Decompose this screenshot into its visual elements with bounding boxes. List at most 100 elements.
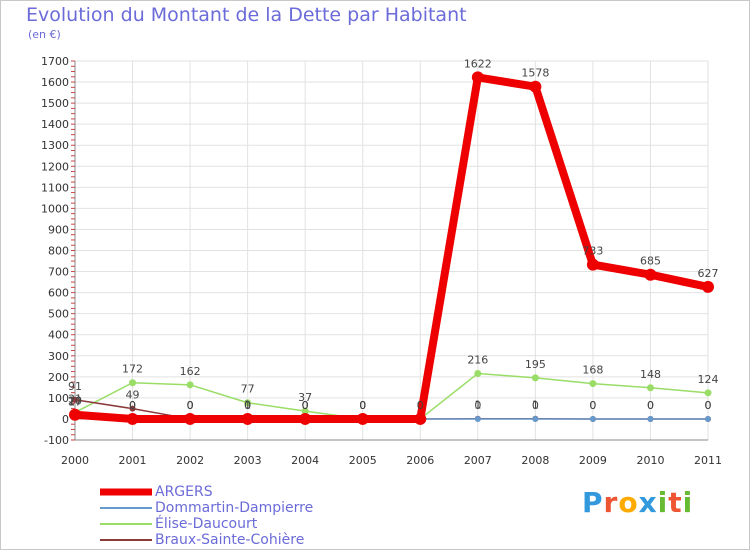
- data-point-braux-sainte-cohiere: [129, 405, 136, 412]
- data-label-braux-sainte-cohiere: 1: [474, 399, 481, 412]
- x-tick-label: 2000: [61, 454, 89, 467]
- data-label-elise-daucourt: 124: [698, 373, 719, 386]
- data-label-argers: 627: [698, 267, 719, 280]
- y-tick-label: 1000: [41, 202, 69, 215]
- data-label-dommartin-dampierre: 0: [532, 399, 539, 412]
- data-label-braux-sainte-cohiere: 1: [244, 399, 251, 412]
- data-point-elise-daucourt: [301, 407, 309, 415]
- data-point-argers: [184, 412, 197, 425]
- data-label-argers: 733: [582, 245, 603, 258]
- data-label-argers: 1578: [521, 67, 549, 80]
- data-label-elise-daucourt: 148: [640, 368, 661, 381]
- data-label-dommartin-dampierre: 0: [302, 399, 309, 412]
- data-label-argers: 0: [187, 399, 194, 412]
- data-point-argers: [702, 280, 714, 293]
- x-tick-label: 2002: [176, 454, 204, 467]
- data-label-dommartin-dampierre: 0: [244, 399, 251, 412]
- data-label-braux-sainte-cohiere: 0: [705, 399, 712, 412]
- x-tick-label: 2001: [119, 454, 147, 467]
- data-label-argers: 0: [302, 399, 309, 412]
- chart-subtitle: (en €): [28, 28, 61, 41]
- y-tick-label: 1100: [41, 181, 69, 194]
- x-tick-label: 2006: [406, 454, 434, 467]
- legend-label-braux: Braux-Sainte-Cohière: [155, 532, 305, 548]
- data-point-argers: [586, 258, 599, 271]
- x-tick-label: 2005: [349, 454, 377, 467]
- data-point-elise-daucourt: [531, 374, 539, 382]
- y-tick-label: 500: [48, 308, 69, 321]
- data-label-braux-sainte-cohiere: 49: [126, 389, 140, 402]
- data-label-braux-sainte-cohiere: 0: [589, 399, 596, 412]
- data-point-elise-daucourt: [244, 399, 252, 407]
- legend-label-dommartin: Dommartin-Dampierre: [155, 500, 314, 516]
- data-label-dommartin-dampierre: 0: [359, 399, 366, 412]
- data-point-dommartin-dampierre: [589, 415, 596, 422]
- proxiti-logo: Proxiti: [582, 486, 694, 519]
- data-label-dommartin-dampierre: 0: [187, 399, 194, 412]
- y-tick-label: 700: [48, 266, 69, 279]
- y-tick-label: 0: [62, 413, 69, 426]
- data-label-elise-daucourt: 168: [582, 364, 603, 377]
- x-tick-label: 2011: [694, 454, 722, 467]
- data-point-dommartin-dampierre: [532, 415, 539, 422]
- data-point-argers: [241, 412, 254, 425]
- data-point-argers: [644, 268, 657, 281]
- data-point-dommartin-dampierre: [705, 415, 711, 422]
- series-line-argers: [71, 73, 712, 423]
- data-label-argers: 0: [417, 399, 424, 412]
- legend-label-elise: Élise-Daucourt: [155, 516, 258, 532]
- y-tick-label: 1500: [41, 97, 69, 110]
- data-label-elise-daucourt: 77: [241, 383, 255, 396]
- x-tick-label: 2010: [636, 454, 664, 467]
- data-point-argers: [299, 412, 312, 425]
- data-label-elise-daucourt: 195: [525, 358, 546, 371]
- y-tick-label: 1600: [41, 76, 69, 89]
- y-tick-label: 1700: [41, 55, 69, 68]
- data-point-elise-daucourt: [589, 380, 597, 388]
- data-label-dommartin-dampierre: 0: [705, 399, 712, 412]
- y-tick-label: 300: [48, 350, 69, 363]
- data-point-argers: [69, 408, 81, 421]
- data-label-elise-daucourt: 162: [180, 365, 201, 378]
- data-point-argers: [126, 412, 139, 425]
- y-tick-label: 1200: [41, 160, 69, 173]
- data-label-braux-sainte-cohiere: 0: [187, 399, 194, 412]
- data-label-argers: 1622: [464, 57, 492, 70]
- data-label-dommartin-dampierre: 0: [129, 399, 136, 412]
- x-tick-label: 2009: [579, 454, 607, 467]
- data-label-braux-sainte-cohiere: 91: [68, 380, 82, 393]
- data-point-dommartin-dampierre: [474, 415, 481, 422]
- data-point-braux-sainte-cohiere: [72, 396, 78, 403]
- y-tick-label: 400: [48, 329, 69, 342]
- data-point-argers: [414, 412, 427, 425]
- data-label-elise-daucourt: 0: [359, 399, 366, 412]
- data-point-elise-daucourt: [474, 369, 482, 377]
- data-point-elise-daucourt: [704, 389, 712, 397]
- data-label-argers: 0: [129, 399, 136, 412]
- y-tick-label: 900: [48, 223, 69, 236]
- legend-label-argers: ARGERS: [155, 484, 213, 500]
- data-point-elise-daucourt: [186, 381, 194, 389]
- data-label-braux-sainte-cohiere: 0: [647, 399, 654, 412]
- data-point-dommartin-dampierre: [647, 415, 654, 422]
- data-label-argers: 685: [640, 255, 661, 268]
- data-point-argers: [529, 80, 542, 93]
- y-tick-label: 1400: [41, 118, 69, 131]
- data-label-braux-sainte-cohiere: 0: [359, 399, 366, 412]
- data-point-elise-daucourt: [129, 379, 137, 387]
- y-tick-label: 600: [48, 287, 69, 300]
- x-tick-label: 2004: [291, 454, 319, 467]
- y-tick-label: 200: [48, 371, 69, 384]
- y-tick-label: -100: [44, 434, 69, 447]
- data-label-elise-daucourt: 216: [467, 353, 488, 366]
- chart-title: Evolution du Montant de la Dette par Hab…: [26, 4, 467, 26]
- data-label-braux-sainte-cohiere: 0: [302, 399, 309, 412]
- y-tick-label: 100: [48, 392, 69, 405]
- data-point-elise-daucourt: [646, 384, 654, 392]
- data-label-dommartin-dampierre: 0: [589, 399, 596, 412]
- x-tick-label: 2007: [464, 454, 492, 467]
- data-label-dommartin-dampierre: 17: [68, 395, 82, 408]
- data-label-braux-sainte-cohiere: 1: [532, 399, 539, 412]
- data-label-elise-daucourt: 37: [298, 391, 312, 404]
